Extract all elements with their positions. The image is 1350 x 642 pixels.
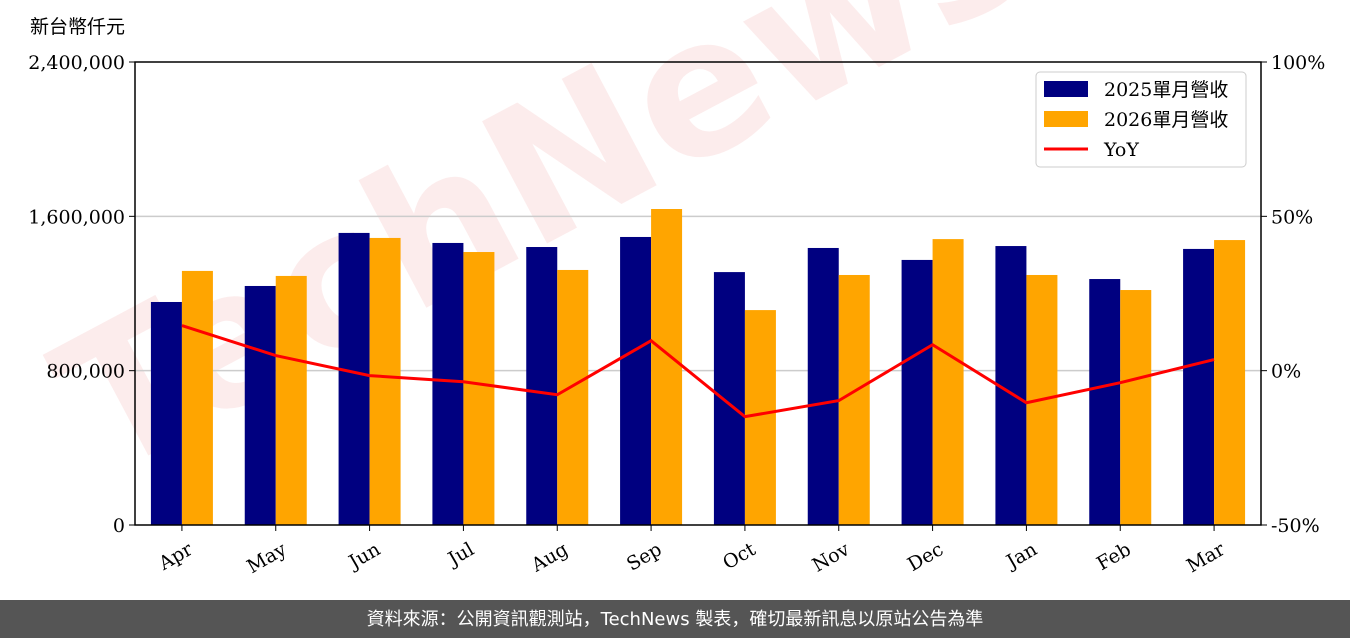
bar bbox=[713, 272, 745, 525]
bar bbox=[1214, 240, 1246, 526]
source-note: 資料來源：公開資訊觀測站，TechNews 製表，確切最新訊息以原站公告為準 bbox=[367, 609, 984, 630]
y-tick-label: 800,000 bbox=[46, 361, 125, 383]
x-tick-label: Jan bbox=[1001, 538, 1041, 574]
bar bbox=[838, 274, 870, 525]
y2-tick-label: 50% bbox=[1271, 206, 1313, 228]
legend: 2025單月營收 2026單月營收 YoY bbox=[1035, 71, 1247, 168]
bar bbox=[557, 269, 589, 525]
bar bbox=[932, 239, 964, 525]
bar bbox=[338, 232, 370, 525]
y-tick-label: 2,400,000 bbox=[28, 52, 125, 74]
bar bbox=[651, 209, 683, 525]
bar bbox=[1089, 279, 1121, 525]
bar bbox=[244, 285, 276, 525]
bar bbox=[463, 252, 495, 525]
bar bbox=[1120, 290, 1152, 525]
x-tick-label: Nov bbox=[809, 538, 854, 577]
bar bbox=[807, 247, 839, 525]
x-tick-label: Aug bbox=[527, 538, 572, 577]
x-tick-label: Mar bbox=[1183, 538, 1229, 577]
x-tick-label: Oct bbox=[719, 538, 760, 574]
footer-bar bbox=[0, 600, 1350, 638]
plot-frame bbox=[134, 61, 1262, 526]
x-tick-label: Jul bbox=[443, 538, 478, 571]
bar bbox=[275, 275, 307, 525]
legend-label: 2026單月營收 bbox=[1104, 109, 1228, 131]
x-tick-label: May bbox=[243, 538, 290, 578]
x-tick-label: Sep bbox=[623, 538, 666, 575]
x-tick-label: Jun bbox=[344, 538, 385, 574]
y-axis-label: 新台幣仟元 bbox=[30, 16, 125, 38]
y2-tick-label: 100% bbox=[1271, 52, 1325, 74]
bar bbox=[744, 310, 776, 525]
legend-label: YoY bbox=[1103, 139, 1139, 161]
x-tick-label: Feb bbox=[1093, 538, 1135, 575]
bar bbox=[432, 242, 464, 526]
bar bbox=[181, 270, 213, 525]
y2-tick-label: -50% bbox=[1271, 515, 1320, 537]
y2-tick-label: 0% bbox=[1271, 361, 1301, 383]
x-tick-label: Dec bbox=[904, 538, 947, 576]
yoy-line bbox=[181, 324, 1215, 419]
bar bbox=[1183, 248, 1215, 525]
legend-box bbox=[1035, 71, 1247, 168]
y-tick-label: 0 bbox=[113, 515, 125, 537]
legend-swatch bbox=[1044, 81, 1088, 97]
x-tick-label: Apr bbox=[154, 538, 197, 575]
legend-label: 2025單月營收 bbox=[1104, 79, 1228, 101]
bar bbox=[620, 236, 652, 526]
bar bbox=[526, 247, 558, 525]
legend-swatch bbox=[1044, 111, 1088, 127]
bar bbox=[150, 301, 182, 525]
y-tick-label: 1,600,000 bbox=[28, 206, 125, 228]
bar bbox=[369, 237, 401, 525]
bar bbox=[901, 259, 933, 525]
